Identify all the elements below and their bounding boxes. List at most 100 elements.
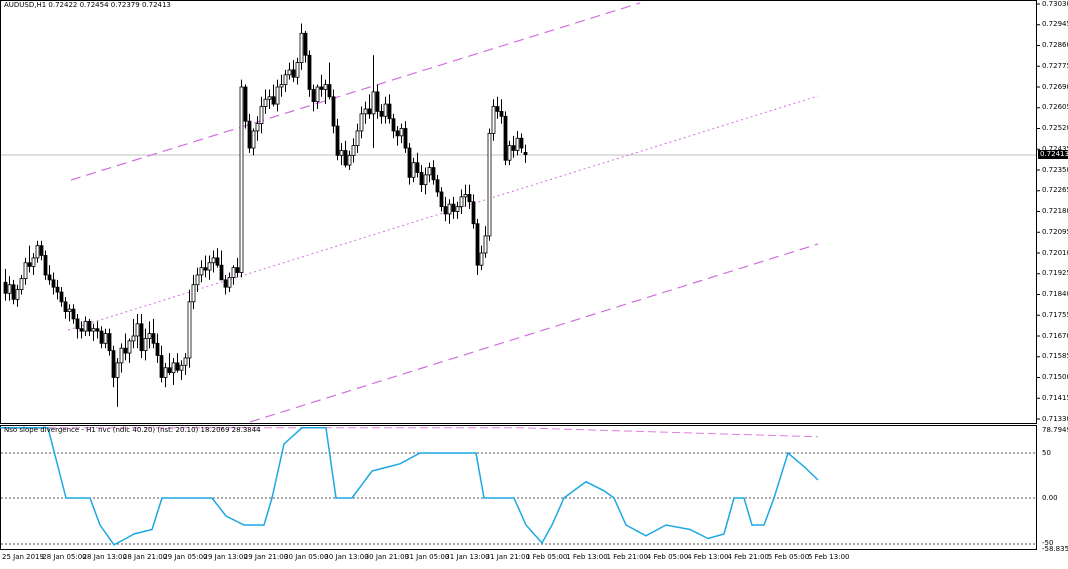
candle-bull (135, 323, 140, 337)
candle-bull (455, 206, 460, 212)
main-panel-frame (0, 0, 1037, 424)
time-axis-label: 5 Feb 13:00 (808, 553, 850, 561)
candle-bear (435, 179, 440, 193)
candle-bear (375, 91, 380, 112)
channel-lower-line (249, 243, 819, 423)
candle-bear (379, 111, 384, 117)
candle-bear (155, 342, 160, 356)
candle-bear (467, 194, 472, 203)
candle-bull (103, 333, 108, 344)
candle-bull (127, 340, 132, 354)
candle-bull (295, 62, 300, 78)
candle-bear (75, 318, 80, 330)
candle-bear (175, 362, 180, 371)
candle-bull (91, 328, 96, 332)
candle-bull (299, 32, 304, 63)
candle-bull (283, 74, 288, 85)
time-axis-label: 31 Jan 13:00 (445, 553, 490, 561)
nso-axis-50: 50 (1042, 449, 1051, 457)
candle-bull (459, 196, 464, 208)
candle-bear (475, 223, 480, 266)
candle-bear (55, 286, 60, 293)
candle-bear (327, 84, 332, 98)
candle-bear (511, 145, 516, 151)
price-axis-label: 0.72775 (1042, 61, 1068, 70)
price-axis-ticks (1037, 3, 1040, 420)
time-axis-label: 25 Jan 2019 (2, 553, 44, 561)
candle-bull (207, 262, 212, 271)
candle-bull (35, 245, 40, 259)
time-axis-label: 4 Feb 21:00 (727, 553, 769, 561)
candle-bull (119, 347, 124, 364)
time-axis-label: 4 Feb 05:00 (646, 553, 689, 561)
nso-slope-line (0, 427, 819, 546)
candle-bull (359, 113, 364, 132)
candle-bear (311, 89, 316, 103)
candle-bear (167, 367, 172, 374)
candle-bull (23, 262, 28, 280)
candle-bear (415, 162, 420, 173)
candle-bear (335, 125, 340, 156)
time-axis-label: 29 Jan 05:00 (163, 553, 208, 561)
candle-bear (403, 128, 408, 149)
time-axis-label: 5 Feb 05:00 (767, 553, 810, 561)
candle-bear (303, 32, 308, 56)
candle-bull (287, 69, 292, 76)
candle-bull (479, 252, 484, 266)
candle-bear (223, 279, 228, 288)
time-axis-label: 31 Jan 21:00 (485, 553, 530, 561)
channel-middle-line (67, 95, 819, 331)
time-axis-label: 28 Jan 13:00 (82, 553, 127, 561)
time-axis-label: 29 Jan 21:00 (243, 553, 289, 561)
candle-bull (179, 364, 184, 371)
candle-bull (83, 320, 88, 332)
candle-bull (199, 267, 204, 276)
candle-bear (27, 262, 32, 267)
candle-bear (319, 86, 324, 90)
candle-bear (71, 308, 76, 320)
nso-axis-0: 0.00 (1042, 494, 1058, 502)
candle-bear (87, 320, 92, 332)
price-axis-label: 0.72265 (1042, 186, 1068, 195)
nso-axis-top: 78.7949 (1042, 426, 1068, 434)
candle-bull (251, 130, 256, 149)
candle-bull (195, 274, 200, 286)
time-axis-label: 4 Feb 13:00 (687, 553, 729, 561)
candle-bear (203, 267, 208, 271)
candle-bear (331, 96, 336, 127)
candle-bear (107, 333, 112, 352)
time-axis-label: 1 Feb 05:00 (525, 553, 568, 561)
candle-bull (67, 308, 72, 312)
price-axis-label: 0.71415 (1042, 393, 1068, 402)
candle-bear (43, 255, 48, 276)
candle-bull (259, 106, 264, 125)
candle-bear (495, 106, 500, 112)
candle-bear (79, 328, 84, 332)
candle-bear (243, 86, 248, 122)
candle-bear (3, 281, 8, 294)
candle-bull (163, 367, 168, 378)
candle-bull (211, 257, 216, 264)
candle-bear (443, 206, 448, 215)
price-axis-label: 0.71585 (1042, 352, 1068, 361)
price-axis-label: 0.71925 (1042, 269, 1068, 278)
candle-bull (131, 335, 136, 342)
candle-bull (239, 86, 244, 273)
price-axis-label: 0.72605 (1042, 103, 1068, 112)
price-axis-label: 0.72945 (1042, 20, 1068, 29)
candle-bull (363, 108, 368, 115)
candle-bull (315, 86, 320, 103)
candle-bear (99, 330, 104, 344)
candle-bull (31, 257, 36, 267)
candle-bear (219, 264, 224, 281)
time-axis-label: 29 Jan 13:00 (203, 553, 248, 561)
time-axis-label: 28 Jan 05:00 (42, 553, 87, 561)
price-axis-label: 0.72435 (1042, 144, 1068, 153)
candle-bull (371, 91, 376, 115)
candle-bull (383, 103, 388, 117)
